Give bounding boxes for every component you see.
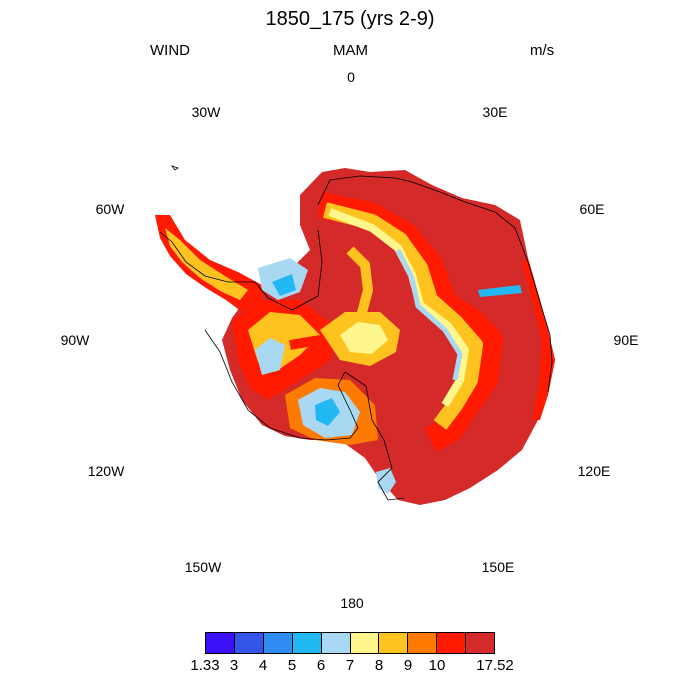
colorbar-box [321, 633, 351, 653]
longitude-label-0: 0 [347, 69, 355, 85]
longitude-label-120e: 120E [577, 463, 611, 479]
longitude-label-90w: 90W [60, 332, 90, 348]
longitude-label-60w: 60W [95, 201, 125, 217]
longitude-label-150w: 150W [184, 559, 222, 575]
colorbar-box [379, 633, 409, 653]
colorbar-tick-label: 6 [316, 657, 326, 674]
colorbar-tick-label: 8 [374, 657, 384, 674]
field-region-ross-lowest [315, 398, 340, 426]
longitude-label-150e: 150E [481, 559, 515, 575]
colorbar [205, 632, 495, 654]
colorbar-box [437, 633, 467, 653]
field-band-divide-mid [323, 202, 483, 430]
field-region-coast-strip [478, 285, 522, 297]
colorbar-box [408, 633, 438, 653]
variable-label: WIND [150, 42, 190, 59]
coastline [159, 165, 553, 501]
longitude-label-180: 180 [340, 595, 364, 611]
colorbar-tick-label: 17.52 [476, 657, 514, 674]
field-region-dome [340, 322, 388, 354]
colorbar-tick-label: 4 [258, 657, 268, 674]
colorbar-tick-label: 9 [403, 657, 413, 674]
field-region-coast-edge [522, 258, 555, 420]
longitude-label-30w: 30W [191, 104, 221, 120]
colorbar-tick-label: 10 [428, 657, 446, 674]
field-region-west-low [255, 338, 285, 375]
colorbar-box [292, 633, 322, 653]
longitude-label-60e: 60E [579, 201, 605, 217]
plot-title: 1850_175 (yrs 2-9) [265, 8, 435, 30]
colorbar-tick-label: 5 [287, 657, 297, 674]
colorbar-tick-label: 1.33 [190, 657, 220, 674]
longitude-label-30e: 30E [482, 104, 508, 120]
colorbar-box [263, 633, 293, 653]
field-band-dome-spur [346, 246, 374, 322]
colorbar-box [206, 633, 235, 653]
field-region-peninsula-lowest [272, 274, 296, 296]
field-region-peninsula [155, 215, 262, 312]
colorbar-tick-label: 3 [229, 657, 239, 674]
colorbar-tick-label: 7 [345, 657, 355, 674]
colorbar-box [350, 633, 380, 653]
units-label: m/s [530, 42, 555, 59]
longitude-label-90e: 90E [613, 332, 639, 348]
ice-sheet-field [155, 168, 555, 505]
longitude-label-120w: 120W [87, 463, 125, 479]
colorbar-box [466, 633, 495, 653]
field-band-west-spur [289, 335, 333, 373]
season-label: MAM [333, 42, 368, 59]
colorbar-box [234, 633, 264, 653]
field-band-divide-core [395, 248, 463, 381]
